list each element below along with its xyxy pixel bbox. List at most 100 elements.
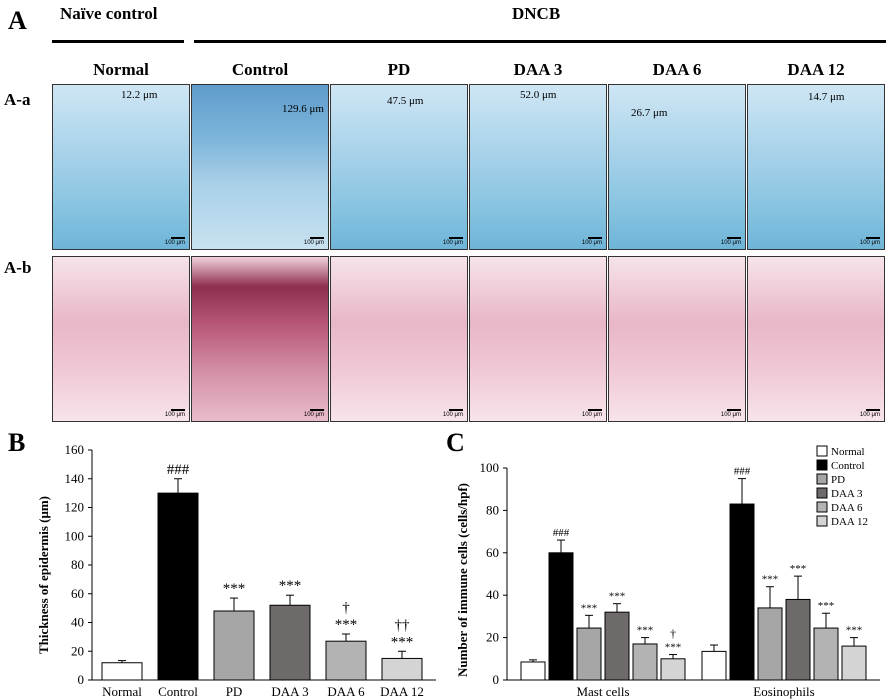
chart-c-bar-significance: ***	[762, 574, 779, 586]
micrograph-aa-pd: 47.5 μm 100 μm	[330, 84, 468, 250]
chart-c-bar-significance: ***	[665, 642, 682, 654]
chart-b-ytick-label: 120	[65, 500, 85, 515]
chart-c-bar-significance: ***	[581, 602, 598, 614]
chart-c-bar	[701, 650, 727, 681]
legend-swatch	[816, 459, 828, 471]
chart-b-ytick-label: 60	[71, 586, 84, 601]
chart-c-bar-group: ***	[785, 563, 811, 681]
column-label-pd: PD	[387, 60, 411, 79]
micrograph-ab-daa12: 100 μm	[747, 256, 885, 422]
chart-c-bar	[548, 552, 574, 681]
row-label-a-b: A-b	[4, 258, 32, 277]
chart-b-ytick: 80	[71, 557, 92, 572]
chart-c-ytick: 20	[486, 630, 507, 645]
chart-b-category-label: Control	[158, 684, 198, 699]
chart-c-bar	[785, 598, 811, 681]
legend-item: Control	[816, 459, 865, 472]
chart-b-bar-group: *** PD	[213, 581, 255, 699]
chart-b-bar	[213, 610, 255, 681]
chart-b-yticks: 0 20 40 60 80 100 120 140 160	[65, 442, 92, 687]
chart-c-ytick-label: 0	[493, 672, 500, 687]
chart-b-ytick: 160	[65, 442, 92, 457]
chart-b-category-label: DAA 3	[271, 684, 308, 699]
chart-c-bar-group: ***	[632, 625, 658, 681]
chart-c-bar	[576, 627, 602, 681]
chart-b-ytick: 60	[71, 586, 92, 601]
chart-c-bar-group: ***	[757, 574, 783, 681]
chart-b-ytick: 140	[65, 471, 92, 486]
legend-label: Normal	[831, 446, 865, 458]
legend-item: DAA 6	[816, 501, 863, 514]
legend-item: DAA 12	[816, 515, 868, 528]
chart-b-ytick-label: 20	[71, 643, 84, 658]
legend-swatch	[816, 487, 828, 499]
chart-c-bar-group	[520, 659, 546, 681]
chart-c-category-label: Mast cells	[576, 684, 629, 699]
chart-b-bar-group: ### Control	[157, 462, 199, 699]
row-label-a-a: A-a	[4, 90, 31, 109]
chart-c-bar	[660, 658, 686, 681]
chart-c-ytick: 80	[486, 502, 507, 517]
chart-c-bar-significance: ***	[637, 625, 654, 637]
legend-item: Normal	[816, 445, 865, 458]
chart-b-bar-group: Normal	[101, 660, 143, 699]
chart-c-bar-significance: ***	[818, 600, 835, 612]
legend-label: PD	[831, 474, 845, 486]
chart-b-ytick: 0	[78, 672, 92, 687]
legend-swatch	[816, 445, 828, 457]
chart-c-legend: Normal Control PD DAA 3 DAA 6 DAA 12	[816, 445, 868, 528]
chart-b-ytick-label: 100	[65, 528, 85, 543]
chart-b-ytick-label: 140	[65, 471, 85, 486]
chart-b-bar-significance: ***	[335, 617, 358, 633]
chart-c-ytick-label: 60	[486, 545, 499, 560]
legend-label: DAA 12	[831, 516, 868, 528]
chart-c-bar	[604, 611, 630, 681]
chart-c-category-label: Eosinophils	[753, 684, 814, 699]
chart-b-ylabel: Thickness of epidermis (μm)	[36, 496, 51, 654]
chart-b-category-label: PD	[226, 684, 243, 699]
chart-c-bar-significance: ***	[790, 563, 807, 575]
dncb-label: DNCB	[512, 4, 561, 23]
chart-b-ytick: 120	[65, 500, 92, 515]
chart-c-bar-dagger: †	[670, 627, 676, 641]
column-label-daa3: DAA 3	[513, 60, 563, 79]
chart-c-bar	[841, 645, 867, 681]
micrograph-aa-daa6: 26.7 μm 100 μm	[608, 84, 746, 250]
chart-c-bar-group: ***	[813, 600, 839, 681]
panel-letter-a: A	[8, 6, 27, 35]
chart-c-bar	[632, 643, 658, 681]
chart-c-bar-group: ***	[604, 591, 630, 681]
micrograph-ab-pd: 100 μm	[330, 256, 468, 422]
chart-c-bar	[729, 503, 755, 681]
dncb-group-line	[194, 40, 886, 43]
chart-c-ylabel: Number of immune cells (cells/hpf)	[455, 483, 470, 677]
chart-c-ytick-label: 20	[486, 630, 499, 645]
chart-b-bar	[101, 662, 143, 681]
naive-control-label: Naïve control	[60, 4, 158, 23]
chart-c-ytick-label: 100	[480, 460, 500, 475]
chart-b-bar-significance: ***	[223, 581, 246, 597]
chart-b-bar	[157, 492, 199, 681]
chart-c-ytick-label: 40	[486, 587, 499, 602]
chart-c-bar-significance: ***	[609, 591, 626, 603]
chart-b-ytick: 100	[65, 528, 92, 543]
chart-b-bar	[381, 657, 423, 681]
chart-b-bar-significance: ***	[391, 634, 414, 650]
chart-b-ytick-label: 40	[71, 615, 84, 630]
chart-b-bar	[325, 640, 367, 681]
column-label-control: Control	[231, 60, 289, 79]
chart-c-bar-group: ***	[576, 602, 602, 681]
micrograph-ab-daa6: 100 μm	[608, 256, 746, 422]
chart-c-bar-group: ###	[729, 466, 755, 681]
chart-c-bar-group: ***†	[660, 627, 686, 681]
chart-c-bar-significance: ###	[553, 527, 570, 539]
chart-c-bar	[813, 627, 839, 681]
legend-swatch	[816, 473, 828, 485]
panel-letter-b: B	[8, 428, 26, 457]
micrograph-ab-daa3: 100 μm	[469, 256, 607, 422]
chart-b-ytick-label: 160	[65, 442, 85, 457]
micrograph-aa-control: 129.6 μm 100 μm	[191, 84, 329, 250]
chart-b-category-label: DAA 6	[327, 684, 365, 699]
chart-b-bar-significance: ***	[279, 578, 302, 594]
chart-b-category-label: DAA 12	[380, 684, 424, 699]
